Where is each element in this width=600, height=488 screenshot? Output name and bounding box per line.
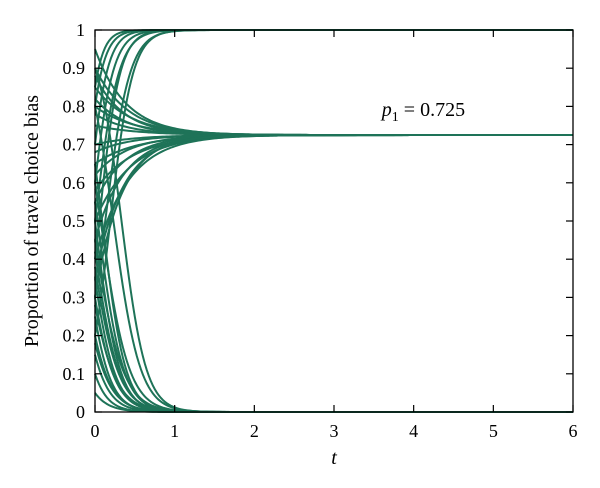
series-line-25 [94,134,573,260]
series-line-39 [94,304,573,413]
y-tick-label: 0.2 [63,326,86,346]
series-line-2 [94,29,573,298]
plot-frame [94,29,574,413]
series-line-41 [94,335,573,413]
y-tick-label: 0 [76,402,85,422]
annotation-subscript: 1 [392,110,399,125]
series-line-8 [94,29,573,88]
y-tick-label: 0.6 [63,173,86,193]
series-line-27 [94,134,573,298]
annotation-value: = 0.725 [399,99,465,121]
series-line-40 [94,316,573,413]
y-tick-label: 0.8 [63,96,86,116]
x-tick-label: 1 [170,421,179,441]
series-layer [94,29,573,413]
series-line-15 [94,113,573,137]
series-line-24 [94,134,573,241]
series-line-14 [94,105,573,137]
series-line-29 [94,106,573,413]
y-tick-label: 0.9 [63,58,86,78]
annotation-symbol: p [380,99,392,121]
x-tick-label: 6 [569,421,578,441]
x-tick-label: 2 [250,421,259,441]
y-tick-label: 0.3 [63,287,86,307]
series-line-26 [94,134,573,279]
y-tick-label: 0.7 [63,135,86,155]
x-tick-label: 0 [91,421,100,441]
series-line-12 [94,86,573,137]
series-line-33 [94,220,573,413]
series-line-30 [94,163,573,413]
x-tick-label: 4 [409,421,418,441]
series-line-5 [94,29,573,183]
y-axis-label: Proportion of travel choice bias [21,95,43,347]
series-line-7 [94,29,573,107]
x-tick-label: 3 [330,421,339,441]
series-line-42 [94,342,573,413]
series-line-37 [94,278,573,413]
series-line-10 [94,67,573,137]
x-axis-label: t [331,447,337,469]
series-line-31 [94,182,573,413]
series-line-34 [94,239,573,413]
series-line-23 [94,134,573,222]
x-tick-label: 5 [489,421,498,441]
y-tick-label: 0.5 [63,211,86,231]
series-line-9 [94,48,573,137]
series-line-32 [94,201,573,413]
series-line-38 [94,297,573,413]
ticks-layer: 0 1 2 3 4 5 6 0 0.1 0.2 0.3 0.4 0.5 0.6 0.7 0.8 0.9 1 [63,20,578,441]
y-tick-label: 0.1 [63,364,86,384]
series-line-28 [94,67,573,413]
series-line-1 [94,29,573,336]
equilibrium-annotation: p1 = 0.725 [380,99,465,125]
y-tick-label: 1 [76,20,85,40]
series-line-36 [94,266,573,413]
series-line-35 [94,251,573,413]
y-tick-label: 0.4 [63,249,86,269]
